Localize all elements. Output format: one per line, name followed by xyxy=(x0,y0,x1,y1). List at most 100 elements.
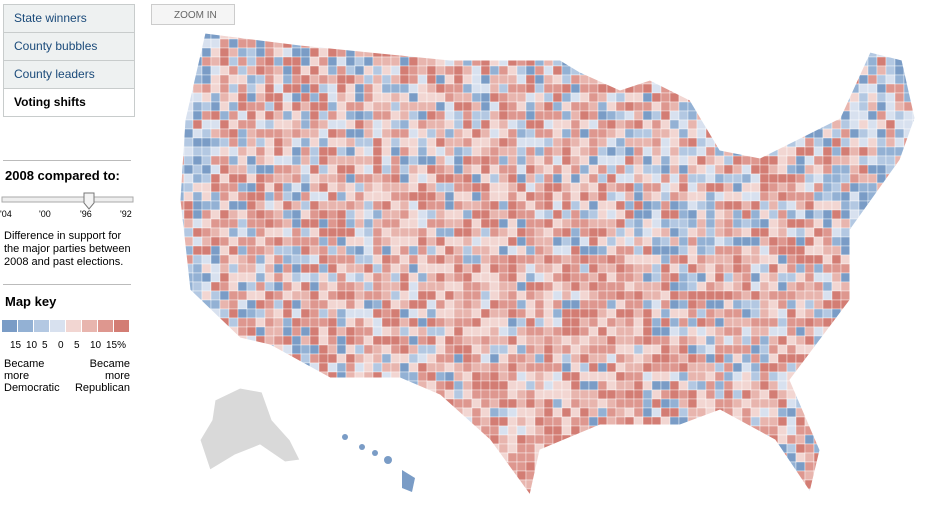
county[interactable] xyxy=(912,137,922,148)
county[interactable] xyxy=(642,101,653,112)
county[interactable] xyxy=(255,119,266,130)
county[interactable] xyxy=(192,317,203,328)
county[interactable] xyxy=(498,389,509,400)
county[interactable] xyxy=(741,299,752,310)
county[interactable] xyxy=(183,434,194,445)
county[interactable] xyxy=(471,380,482,391)
county[interactable] xyxy=(462,389,473,400)
county[interactable] xyxy=(516,335,527,346)
county[interactable] xyxy=(246,164,257,175)
county[interactable] xyxy=(777,362,788,373)
county[interactable] xyxy=(291,30,302,40)
county[interactable] xyxy=(597,191,608,202)
county[interactable] xyxy=(669,434,680,445)
county[interactable] xyxy=(660,308,671,319)
county[interactable] xyxy=(543,92,554,103)
county[interactable] xyxy=(714,272,725,283)
county[interactable] xyxy=(255,281,266,292)
county[interactable] xyxy=(372,308,383,319)
county[interactable] xyxy=(912,425,922,436)
county[interactable] xyxy=(651,452,662,463)
county[interactable] xyxy=(300,389,311,400)
county[interactable] xyxy=(201,110,212,121)
county[interactable] xyxy=(417,245,428,256)
county[interactable] xyxy=(651,110,662,121)
county[interactable] xyxy=(696,182,707,193)
county[interactable] xyxy=(336,83,347,94)
county[interactable] xyxy=(858,155,869,166)
county[interactable] xyxy=(201,389,212,400)
county[interactable] xyxy=(795,308,806,319)
county[interactable] xyxy=(273,209,284,220)
county[interactable] xyxy=(471,488,482,498)
county[interactable] xyxy=(201,272,212,283)
county[interactable] xyxy=(489,254,500,265)
county[interactable] xyxy=(786,65,797,76)
county[interactable] xyxy=(507,398,518,409)
county[interactable] xyxy=(588,443,599,454)
county[interactable] xyxy=(255,236,266,247)
county[interactable] xyxy=(300,281,311,292)
county[interactable] xyxy=(327,119,338,130)
county[interactable] xyxy=(615,263,626,274)
county[interactable] xyxy=(732,371,743,382)
county[interactable] xyxy=(822,488,833,498)
county[interactable] xyxy=(201,146,212,157)
county[interactable] xyxy=(777,164,788,175)
county[interactable] xyxy=(426,173,437,184)
county[interactable] xyxy=(264,479,275,490)
county[interactable] xyxy=(453,182,464,193)
county[interactable] xyxy=(786,326,797,337)
county[interactable] xyxy=(255,101,266,112)
county[interactable] xyxy=(309,353,320,364)
county[interactable] xyxy=(516,128,527,139)
county[interactable] xyxy=(903,443,914,454)
county[interactable] xyxy=(669,407,680,418)
county[interactable] xyxy=(363,227,374,238)
county[interactable] xyxy=(210,47,221,58)
county[interactable] xyxy=(372,236,383,247)
county[interactable] xyxy=(867,407,878,418)
county[interactable] xyxy=(417,488,428,498)
county[interactable] xyxy=(588,263,599,274)
county[interactable] xyxy=(705,30,716,40)
county[interactable] xyxy=(363,488,374,498)
county[interactable] xyxy=(462,110,473,121)
county[interactable] xyxy=(660,146,671,157)
county[interactable] xyxy=(606,461,617,472)
county[interactable] xyxy=(723,164,734,175)
county[interactable] xyxy=(201,83,212,94)
county[interactable] xyxy=(705,164,716,175)
county[interactable] xyxy=(309,434,320,445)
slider[interactable] xyxy=(1,192,134,210)
county[interactable] xyxy=(408,290,419,301)
county[interactable] xyxy=(831,353,842,364)
county[interactable] xyxy=(912,308,922,319)
county[interactable] xyxy=(651,236,662,247)
county[interactable] xyxy=(228,74,239,85)
county[interactable] xyxy=(597,479,608,490)
county[interactable] xyxy=(237,263,248,274)
county[interactable] xyxy=(912,380,922,391)
county[interactable] xyxy=(831,389,842,400)
county[interactable] xyxy=(642,74,653,85)
county[interactable] xyxy=(741,236,752,247)
county[interactable] xyxy=(660,290,671,301)
county[interactable] xyxy=(885,452,896,463)
county[interactable] xyxy=(363,371,374,382)
county[interactable] xyxy=(786,47,797,58)
county[interactable] xyxy=(678,344,689,355)
county[interactable] xyxy=(282,290,293,301)
county[interactable] xyxy=(390,290,401,301)
county[interactable] xyxy=(318,389,329,400)
county[interactable] xyxy=(597,119,608,130)
county[interactable] xyxy=(201,65,212,76)
county[interactable] xyxy=(615,227,626,238)
county[interactable] xyxy=(534,398,545,409)
county[interactable] xyxy=(786,308,797,319)
county[interactable] xyxy=(651,173,662,184)
county[interactable] xyxy=(894,299,905,310)
county[interactable] xyxy=(597,182,608,193)
county[interactable] xyxy=(318,137,329,148)
county[interactable] xyxy=(723,371,734,382)
